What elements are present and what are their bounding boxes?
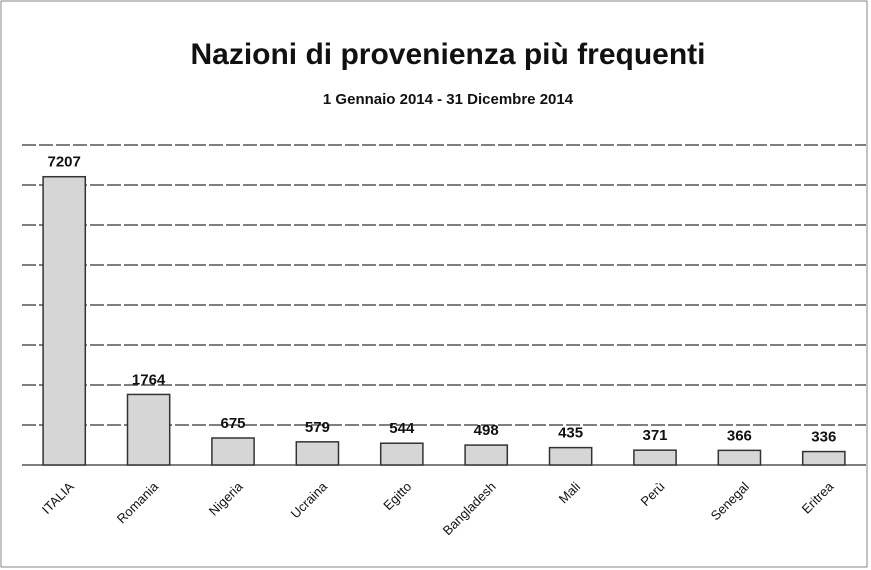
bar: [633, 449, 677, 466]
bar: [211, 437, 255, 466]
chart-title: Nazioni di provenienza più frequenti: [190, 38, 705, 71]
bar: [548, 446, 593, 466]
value-label: 1764: [132, 371, 166, 388]
value-label: 675: [220, 415, 245, 432]
value-label: 435: [558, 425, 583, 442]
value-label: 544: [389, 420, 415, 437]
value-label: 336: [811, 429, 836, 446]
value-label: 579: [305, 419, 330, 436]
bar: [464, 444, 509, 466]
bar: [42, 175, 87, 466]
bar: [295, 441, 340, 466]
chart-subtitle: 1 Gennaio 2014 - 31 Dicembre 2014: [323, 91, 574, 108]
value-label: 498: [474, 422, 499, 439]
bar: [126, 393, 171, 466]
bar: [379, 442, 424, 466]
value-label: 371: [642, 427, 667, 444]
bar: [801, 450, 846, 466]
bar: [717, 449, 762, 466]
value-label: 366: [727, 427, 752, 444]
value-label: 7207: [48, 154, 81, 171]
